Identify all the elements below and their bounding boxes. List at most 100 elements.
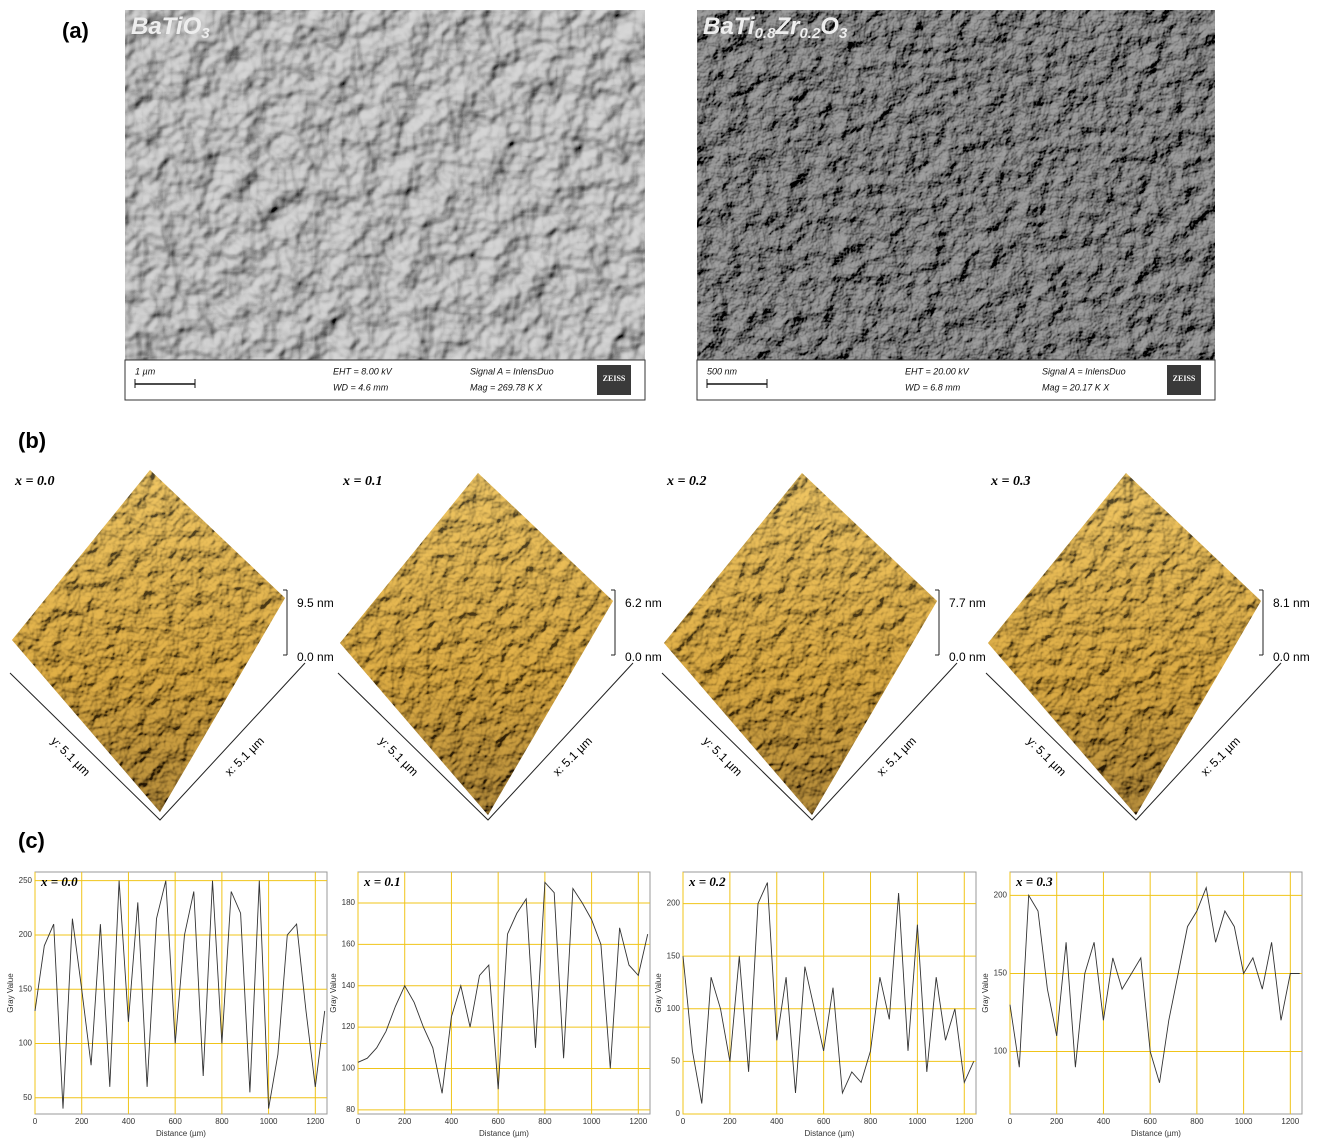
- y-tick-label: 150: [994, 969, 1008, 978]
- x-axis-title: Distance (µm): [479, 1129, 529, 1138]
- x-tick-label: 0: [33, 1117, 38, 1126]
- x-tick-label: 1200: [1281, 1117, 1299, 1126]
- y-axis-label: y: 5.1 µm: [376, 734, 421, 779]
- y-tick-label: 180: [342, 898, 356, 907]
- x-tick-label: 200: [75, 1117, 89, 1126]
- sem-image: [697, 10, 1215, 360]
- y-axis-title: Gray Value: [981, 973, 990, 1013]
- x-tick-label: 800: [215, 1117, 229, 1126]
- y-axis-label: y: 5.1 µm: [700, 734, 745, 779]
- y-tick-label: 150: [19, 984, 33, 993]
- figure: (a) (b) (c) BaTiO31 µmEHT = 8.00 kVWD = …: [0, 0, 1320, 1143]
- plot-area: [683, 872, 976, 1114]
- x-tick-label: 1000: [583, 1117, 601, 1126]
- signal: Signal A = InlensDuo: [1042, 366, 1126, 376]
- x-tick-label: 0: [681, 1117, 686, 1126]
- title-part: 3: [839, 25, 848, 42]
- annotation: x = 0.1: [363, 874, 401, 889]
- plot-area: [1010, 872, 1302, 1114]
- x-tick-label: 600: [817, 1117, 831, 1126]
- eht: EHT = 8.00 kV: [333, 366, 393, 376]
- x-tick-label: 400: [770, 1117, 784, 1126]
- signal: Signal A = InlensDuo: [470, 366, 554, 376]
- wd: WD = 6.8 mm: [905, 382, 961, 392]
- y-tick-label: 100: [994, 1047, 1008, 1056]
- y-tick-label: 50: [23, 1093, 32, 1102]
- x-axis-title: Distance (µm): [156, 1129, 206, 1138]
- y-tick-label: 200: [19, 930, 33, 939]
- annotation: x = 0.0: [40, 874, 78, 889]
- logo: ZEISS: [603, 374, 626, 383]
- x-tick-label: 400: [445, 1117, 459, 1126]
- eht: EHT = 20.00 kV: [905, 366, 970, 376]
- image-title: BaTiO3: [131, 13, 210, 42]
- title-part: BaTi: [703, 13, 756, 40]
- panel-label: (a): [62, 18, 89, 43]
- x-axis-label: x: 5.1 µm: [874, 734, 919, 779]
- y-axis-title: Gray Value: [329, 973, 338, 1013]
- x-axis-title: Distance (µm): [805, 1129, 855, 1138]
- title-part: 3: [201, 25, 210, 42]
- z-min: 0.0 nm: [949, 650, 986, 664]
- z-min: 0.0 nm: [297, 650, 334, 664]
- z-min: 0.0 nm: [1273, 650, 1310, 664]
- x-tick-label: 1200: [306, 1117, 324, 1126]
- x-tick-label: 1000: [260, 1117, 278, 1126]
- z-max: 6.2 nm: [625, 596, 662, 610]
- title-part: BaTiO: [131, 13, 202, 40]
- y-tick-label: 100: [667, 1004, 681, 1013]
- x-tick-label: 800: [864, 1117, 878, 1126]
- x-tick-label: 800: [538, 1117, 552, 1126]
- x-axis-label: x: 5.1 µm: [1198, 734, 1243, 779]
- sample-label: x = 0.0: [14, 474, 54, 489]
- y-tick-label: 80: [346, 1105, 355, 1114]
- x-tick-label: 600: [491, 1117, 505, 1126]
- y-tick-label: 50: [671, 1057, 680, 1066]
- y-tick-label: 160: [342, 940, 356, 949]
- z-max: 7.7 nm: [949, 596, 986, 610]
- x-tick-label: 200: [1050, 1117, 1064, 1126]
- y-axis-title: Gray Value: [654, 973, 663, 1013]
- x-tick-label: 200: [398, 1117, 412, 1126]
- x-tick-label: 0: [1008, 1117, 1013, 1126]
- mag: Mag = 269.78 K X: [470, 382, 543, 392]
- sample-label: x = 0.1: [342, 474, 382, 489]
- scale-bar-label: 1 µm: [135, 366, 156, 376]
- y-tick-label: 100: [19, 1039, 33, 1048]
- y-tick-label: 150: [667, 951, 681, 960]
- title-part: 0.8: [755, 25, 777, 42]
- title-part: O: [820, 13, 839, 40]
- image-title: BaTi0.8Zr0.2O3: [703, 13, 848, 42]
- z-max: 8.1 nm: [1273, 596, 1310, 610]
- annotation: x = 0.2: [688, 874, 726, 889]
- wd: WD = 4.6 mm: [333, 382, 389, 392]
- x-tick-label: 400: [1097, 1117, 1111, 1126]
- x-tick-label: 1200: [629, 1117, 647, 1126]
- panel-label: (b): [18, 428, 46, 453]
- y-tick-label: 100: [342, 1064, 356, 1073]
- y-axis-label: y: 5.1 µm: [1024, 734, 1069, 779]
- sem-image: [125, 10, 645, 360]
- annotation: x = 0.3: [1015, 874, 1053, 889]
- x-tick-label: 200: [723, 1117, 737, 1126]
- x-tick-label: 400: [122, 1117, 136, 1126]
- x-tick-label: 600: [1143, 1117, 1157, 1126]
- z-max: 9.5 nm: [297, 596, 334, 610]
- x-axis-title: Distance (µm): [1131, 1129, 1181, 1138]
- title-part: Zr: [774, 13, 801, 40]
- y-tick-label: 250: [19, 876, 33, 885]
- y-axis-label: y: 5.1 µm: [48, 734, 93, 779]
- y-tick-label: 200: [994, 891, 1008, 900]
- y-tick-label: 200: [667, 899, 681, 908]
- y-tick-label: 120: [342, 1022, 356, 1031]
- panel-label: (c): [18, 828, 45, 853]
- mag: Mag = 20.17 K X: [1042, 382, 1110, 392]
- x-tick-label: 1000: [1235, 1117, 1253, 1126]
- y-axis-title: Gray Value: [6, 973, 15, 1013]
- x-axis-label: x: 5.1 µm: [222, 734, 267, 779]
- y-tick-label: 140: [342, 981, 356, 990]
- x-axis-label: x: 5.1 µm: [550, 734, 595, 779]
- sample-label: x = 0.2: [666, 474, 706, 489]
- sample-label: x = 0.3: [990, 474, 1030, 489]
- x-tick-label: 1200: [955, 1117, 973, 1126]
